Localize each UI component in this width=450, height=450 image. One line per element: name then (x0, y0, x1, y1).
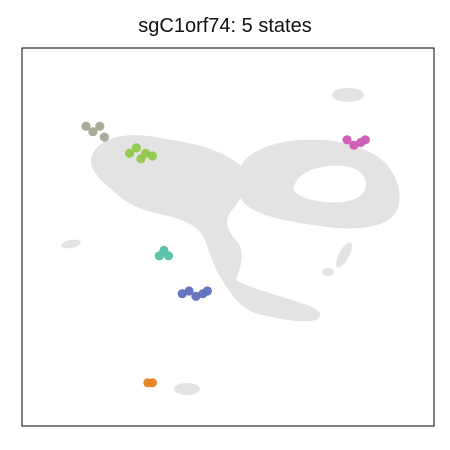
series-1-point-2 (88, 127, 98, 137)
series-3-point-1 (342, 135, 352, 145)
series-1-point-1 (81, 121, 91, 131)
series-4-point-3 (163, 251, 174, 261)
series-3-point-4 (360, 135, 370, 145)
series-3 (342, 135, 370, 150)
series-2-point-1 (124, 148, 135, 158)
series-5 (177, 286, 212, 301)
series-6-point-2 (147, 378, 158, 388)
series-2 (124, 143, 158, 164)
series-1-point-4 (99, 132, 110, 142)
series-2-point-5 (147, 151, 158, 161)
background-cluster-right-small (336, 242, 352, 268)
series-5-point-2 (184, 286, 194, 296)
background-cluster-right-small-2 (322, 268, 334, 276)
background-cluster-right-hole (293, 165, 366, 203)
series-5-point-5 (202, 286, 212, 296)
background-cluster-bottom-small (174, 383, 200, 395)
series-1-point-3 (95, 121, 105, 131)
series-1 (81, 121, 110, 142)
background-cluster-left-small (61, 239, 81, 249)
series-2-point-2 (131, 143, 142, 153)
background-embedding (61, 88, 400, 395)
series-6 (143, 378, 158, 388)
scatter-points (81, 121, 370, 388)
background-cluster-main (91, 135, 321, 322)
series-4 (154, 245, 174, 261)
chart-title: sgC1orf74: 5 states (138, 15, 311, 37)
background-cluster-top-small (332, 88, 364, 102)
